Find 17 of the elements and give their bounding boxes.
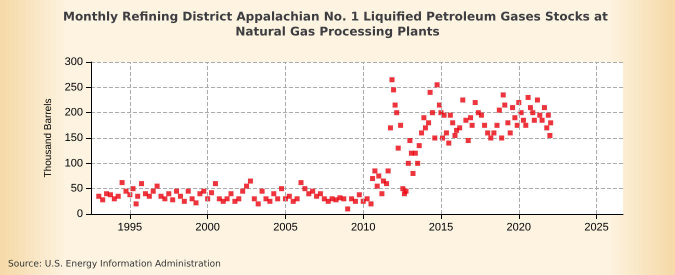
x-tick-label: 2000 — [195, 222, 220, 234]
x-tick-label: 2020 — [506, 222, 532, 234]
y-axis-title: Thousand Barrels — [43, 98, 54, 178]
x-tick-label: 2005 — [273, 222, 298, 234]
chart-title: Monthly Refining District Appalachian No. 1 Liquified Petroleum Gases Stocks at Natural Gas Processing Plants — [63, 10, 612, 38]
x-tick-label: 2015 — [428, 222, 454, 234]
y-tick-label: 200 — [64, 106, 83, 119]
y-tick-label: 100 — [64, 157, 83, 170]
y-tick-label: 250 — [64, 81, 83, 94]
y-tick-label: 50 — [70, 182, 83, 195]
y-tick-label: 0 — [76, 208, 83, 220]
y-tick-label: 300 — [64, 56, 83, 68]
x-tick-label: 2010 — [350, 222, 376, 234]
y-tick-label: 150 — [64, 132, 83, 144]
source-note: Source: U.S. Energy Information Administration — [8, 260, 221, 270]
x-tick-label: 1995 — [118, 222, 142, 234]
x-tick-label: 2025 — [584, 222, 609, 234]
